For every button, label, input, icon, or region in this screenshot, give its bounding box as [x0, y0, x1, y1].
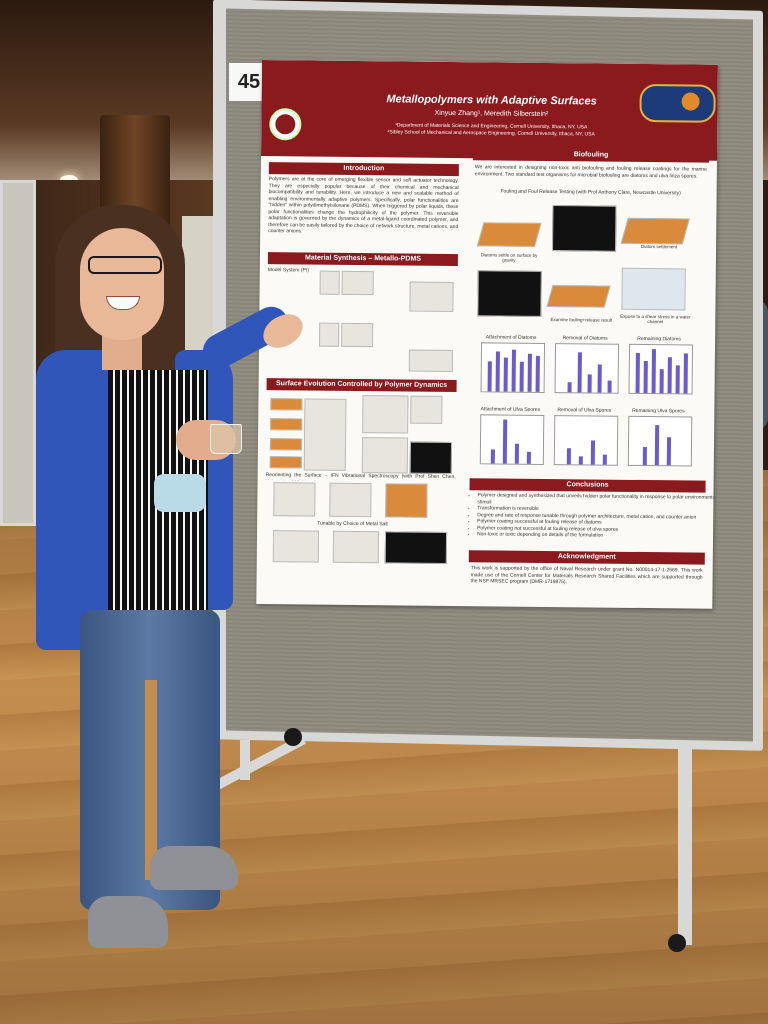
- leg-gap: [145, 680, 157, 880]
- biofouling-text: We are interested in designing non-toxic…: [474, 164, 707, 180]
- cornell-seal-logo: [269, 108, 302, 141]
- onr-logo: [639, 83, 716, 123]
- introduction-heading: Introduction: [268, 162, 459, 177]
- surface-label-2: Tunable by Choice of Metal Salt: [317, 520, 388, 528]
- diatom-settling-figure: [476, 222, 542, 247]
- diatom-micrograph: [552, 205, 617, 252]
- synthesis-figure: [341, 270, 374, 296]
- synthesis-figure: [319, 322, 340, 347]
- synthesis-figure: [319, 270, 340, 295]
- fig-label: Expose to a shear stress in a water chan…: [620, 313, 691, 325]
- conclusions-heading: Conclusions: [469, 478, 706, 493]
- surface-heading: Surface Evolution Controlled by Polymer …: [266, 378, 457, 393]
- poster-title: Metallopolymers with Adaptive Surfaces: [386, 93, 597, 108]
- poster-authors: Xinyue Zhang¹, Meredith Silberstein²: [434, 109, 549, 119]
- surface-plot: [361, 437, 409, 474]
- synthesis-figure: [408, 349, 453, 373]
- diatom-micrograph: [477, 270, 542, 317]
- stand-wheel: [284, 728, 302, 746]
- surface-plot: [362, 395, 409, 434]
- bar-chart: [479, 414, 545, 465]
- bar-chart: [554, 343, 620, 394]
- metal-salt-plot: [332, 530, 380, 564]
- fig-label: Diatom settlement: [640, 243, 678, 250]
- spectroscopy-plot: [329, 482, 372, 518]
- poster-header: Metallopolymers with Adaptive Surfaces X…: [260, 60, 718, 161]
- sneaker: [150, 846, 238, 890]
- bar-chart: [480, 342, 546, 393]
- chart-title: Removal of Ulva Spores: [557, 407, 612, 414]
- conclusions-list: Polymer designed and synthesized that un…: [463, 492, 717, 540]
- biofouling-subheading: Fouling and Foul Release Testing (with P…: [500, 188, 681, 197]
- face-mask: [154, 474, 206, 512]
- fouling-result-figure: [546, 285, 611, 308]
- sneaker: [88, 896, 168, 948]
- drink-cup: [210, 424, 242, 454]
- surface-figure: [269, 438, 303, 451]
- fig-label: Diatoms settle on surface by gravity: [480, 252, 538, 263]
- chart-title: Attachment of Diatoms: [485, 334, 537, 341]
- conclusion-item: Non-toxic or toxic depending on details …: [477, 531, 717, 540]
- neighbor-poster-board: [0, 180, 36, 526]
- eyeglasses: [88, 256, 162, 274]
- surface-label-1: Reorienting the Surface – IFN Vibrationa…: [265, 472, 456, 483]
- introduction-text: Polymers are at the core of emerging fle…: [268, 176, 459, 235]
- acknowledgment-text: This work is supported by the office of …: [470, 565, 703, 586]
- chart-title: Remaining Ulva Spores: [632, 407, 685, 415]
- metal-salt-plot: [272, 530, 320, 563]
- surface-figure: [269, 456, 302, 469]
- synthesis-figure: [409, 281, 454, 313]
- chart-title: Remaining Diatoms: [637, 335, 681, 343]
- stand-wheel: [668, 934, 686, 952]
- spectroscopy-plot: [385, 483, 428, 518]
- surface-photo: [410, 395, 443, 424]
- research-poster: Metallopolymers with Adaptive Surfaces X…: [256, 60, 718, 609]
- presenter-face: [80, 228, 164, 340]
- chart-title: Removal of Diatoms: [562, 335, 608, 342]
- fig-label: Examine fouling+release result: [550, 317, 613, 323]
- bar-chart: [628, 343, 694, 395]
- bar-chart: [627, 415, 693, 467]
- synthesis-figure: [341, 322, 374, 348]
- droplet-images: [409, 441, 453, 475]
- chart-title: Attachment of Ulva Spores: [480, 406, 541, 413]
- bar-chart: [553, 415, 619, 466]
- biofouling-heading: Biofouling: [472, 148, 710, 163]
- stand-leg: [678, 745, 692, 945]
- surface-figure: [270, 418, 303, 431]
- spectroscopy-plot: [273, 482, 316, 517]
- diatom-settlement-figure: [620, 217, 690, 245]
- water-channel-figure: [621, 267, 686, 311]
- stand-leg: [240, 740, 250, 780]
- droplet-images: [384, 531, 448, 564]
- surface-figure: [270, 398, 303, 411]
- synthesis-heading: Material Synthesis – Metallo-PDMS: [267, 252, 458, 267]
- surface-figure: [303, 398, 347, 471]
- acknowledgment-heading: Acknowledgment: [468, 550, 705, 565]
